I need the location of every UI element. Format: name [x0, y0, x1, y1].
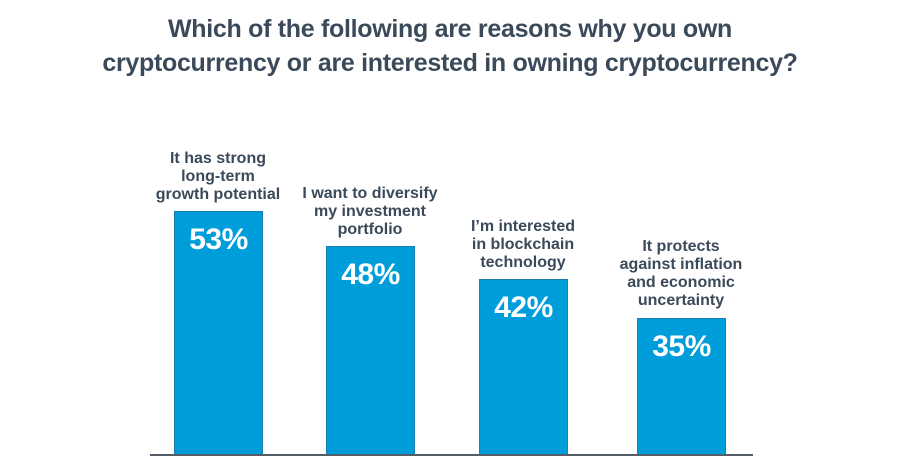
bar-label-blockchain: I’m interested in blockchain technology [433, 218, 613, 272]
label-line: I’m interested [470, 218, 576, 235]
label-line: and economic [627, 274, 735, 291]
label-line: in blockchain [471, 236, 575, 253]
x-axis-baseline [150, 454, 753, 456]
bar-label-diversify: I want to diversify my investment portfo… [280, 185, 460, 239]
bar-value: 48% [341, 258, 400, 291]
label-line: long-term [181, 168, 255, 185]
label-line: technology [480, 254, 566, 271]
bar-blockchain: 42% [479, 279, 568, 454]
bar-diversify: 48% [326, 246, 415, 454]
label-line: my investment [313, 203, 427, 220]
label-line: uncertainty [637, 292, 725, 309]
bar-inflation: 35% [637, 318, 726, 454]
bar-label-inflation: It protects against inflation and econom… [591, 238, 771, 310]
bar-value: 35% [652, 330, 711, 363]
bar-growth: 53% [174, 211, 263, 454]
bar-label-growth: It has strong long-term growth potential [128, 150, 308, 204]
label-line: It has strong [169, 150, 266, 167]
label-line: portfolio [337, 221, 403, 238]
bar-value: 53% [189, 223, 248, 256]
chart-title: Which of the following are reasons why y… [0, 12, 900, 80]
bar-value: 42% [494, 291, 553, 324]
label-line: I want to diversify [302, 185, 438, 202]
label-line: growth potential [155, 186, 281, 203]
title-line-1: Which of the following are reasons why y… [167, 15, 733, 43]
label-line: It protects [642, 238, 720, 255]
label-line: against inflation [619, 256, 743, 273]
title-line-2: cryptocurrency or are interested in owni… [102, 49, 798, 77]
